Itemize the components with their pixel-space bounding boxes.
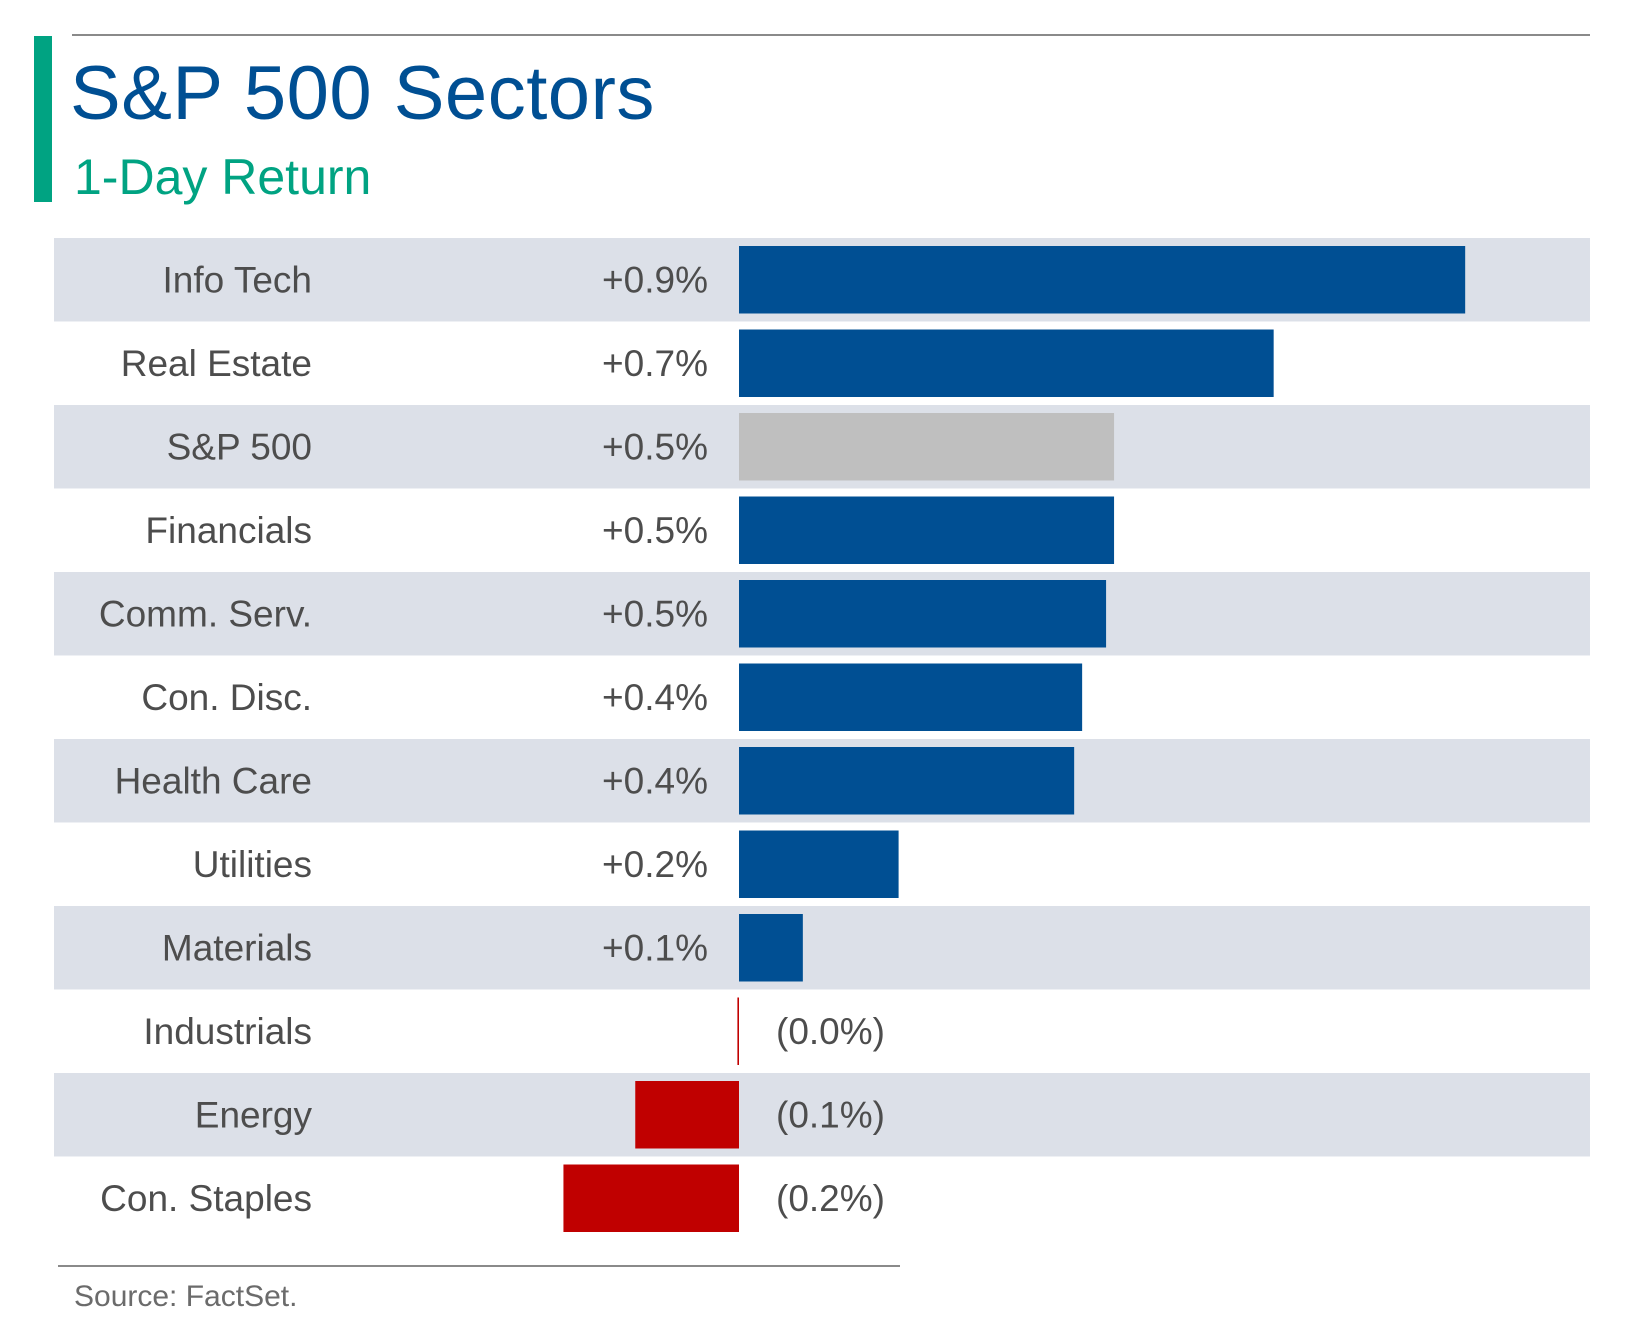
value-label-comm-serv: +0.5%: [602, 593, 708, 634]
bar-industrials: [737, 997, 739, 1065]
chart-title: S&P 500 Sectors: [70, 51, 655, 136]
category-label-health-care: Health Care: [115, 760, 312, 801]
category-label-con-disc: Con. Disc.: [141, 677, 312, 718]
value-label-info-tech: +0.9%: [602, 259, 708, 300]
value-label-industrials: (0.0%): [776, 1011, 885, 1052]
category-label-info-tech: Info Tech: [163, 259, 312, 300]
bar-energy: [635, 1081, 739, 1149]
bar-info-tech: [739, 246, 1466, 314]
source-divider: [58, 1265, 900, 1267]
category-label-con-staples: Con. Staples: [100, 1178, 312, 1219]
bar-s-p-500: [739, 413, 1115, 481]
category-label-financials: Financials: [145, 510, 312, 551]
bar-con-disc: [739, 663, 1083, 731]
value-label-con-disc: +0.4%: [602, 677, 708, 718]
bar-health-care: [739, 747, 1075, 815]
row-band-materials: [54, 906, 1590, 990]
value-label-energy: (0.1%): [776, 1094, 885, 1135]
bar-real-estate: [739, 329, 1274, 397]
value-label-materials: +0.1%: [602, 927, 708, 968]
value-label-utilities: +0.2%: [602, 844, 708, 885]
row-band-energy: [54, 1073, 1590, 1157]
title-accent-bar: [34, 36, 52, 202]
bar-utilities: [739, 830, 899, 898]
category-label-s-p-500: S&P 500: [167, 426, 312, 467]
bar-con-staples: [563, 1164, 739, 1232]
bar-financials: [739, 496, 1115, 564]
top-divider: [72, 34, 1590, 36]
bar-comm-serv: [739, 580, 1107, 648]
category-label-real-estate: Real Estate: [121, 343, 312, 384]
chart-subtitle: 1-Day Return: [74, 149, 372, 205]
sector-return-chart: Info Tech +0.9% Real Estate +0.7% S&P 500 +0.…: [54, 238, 1590, 1232]
category-label-energy: Energy: [195, 1094, 313, 1135]
category-label-industrials: Industrials: [143, 1011, 312, 1052]
value-label-s-p-500: +0.5%: [602, 426, 708, 467]
value-label-health-care: +0.4%: [602, 760, 708, 801]
category-label-materials: Materials: [162, 927, 312, 968]
value-label-con-staples: (0.2%): [776, 1178, 885, 1219]
source-note: Source: FactSet.: [74, 1280, 298, 1313]
bar-materials: [739, 914, 803, 982]
value-label-financials: +0.5%: [602, 510, 708, 551]
category-label-comm-serv: Comm. Serv.: [99, 593, 312, 634]
value-label-real-estate: +0.7%: [602, 343, 708, 384]
category-label-utilities: Utilities: [193, 844, 312, 885]
